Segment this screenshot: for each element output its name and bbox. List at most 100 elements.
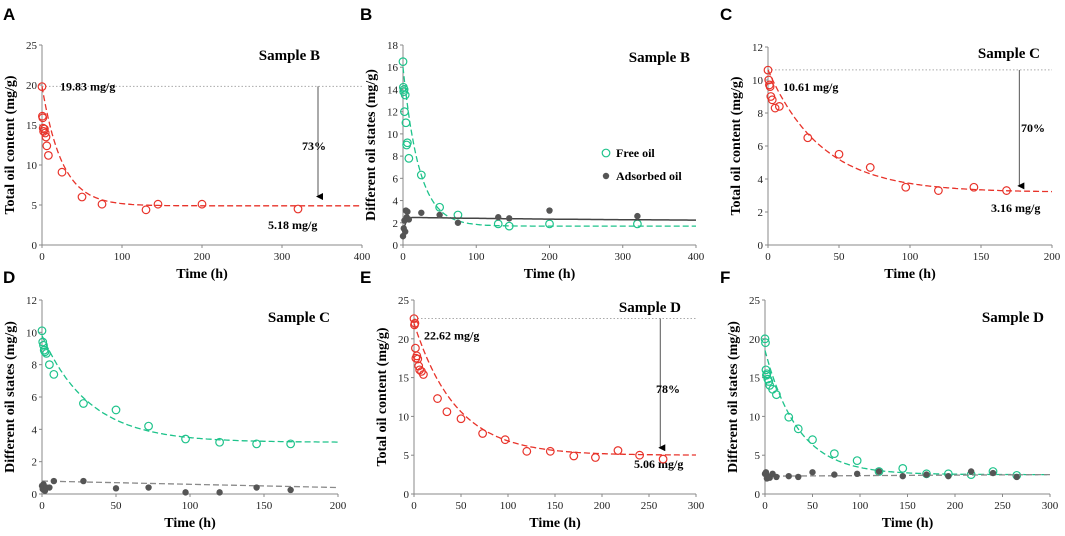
data-point-adsorbed-oil — [875, 468, 883, 475]
data-point-adsorbed-oil — [795, 473, 802, 481]
data-point-total-oil — [545, 446, 555, 456]
y-axis-title: Different oil states (mg/g) — [726, 321, 741, 473]
data-point-adsorbed-oil — [773, 473, 780, 481]
data-point-free-oil — [764, 377, 774, 386]
data-point-adsorbed-oil — [216, 489, 223, 496]
data-point-free-oil — [435, 202, 445, 212]
data-point-total-oil — [569, 451, 579, 461]
data-point-total-oil — [57, 167, 67, 177]
x-axis-title: Time (h) — [529, 516, 581, 531]
x-tick-label: 0 — [39, 500, 45, 512]
fit-curve-adsorbed-oil — [41, 480, 339, 489]
data-point-total-oil — [522, 446, 532, 456]
data-point-total-oil — [834, 149, 844, 159]
data-point-total-oil — [901, 182, 911, 192]
data-point-free-oil — [400, 90, 410, 100]
x-tick-label: 100 — [182, 500, 199, 512]
data-point-total-oil — [77, 192, 87, 202]
data-point-adsorbed-oil — [831, 471, 838, 478]
sample-title: Sample C — [978, 46, 1040, 62]
panel-letter: F — [720, 268, 730, 287]
y-tick-label: 2 — [32, 457, 38, 469]
data-point-free-oil — [215, 437, 225, 447]
data-point-adsorbed-oil — [418, 209, 425, 216]
data-point-total-oil — [613, 446, 623, 455]
sample-title: Sample C — [268, 310, 330, 326]
data-point-adsorbed-oil — [401, 228, 409, 235]
data-point-adsorbed-oil — [967, 468, 975, 475]
final-value-label: 5.18 mg/g — [268, 218, 317, 232]
data-point-free-oil — [493, 219, 503, 229]
sample-title: Sample D — [982, 310, 1044, 326]
x-tick-label: 50 — [807, 500, 819, 512]
y-tick-label: 0 — [32, 489, 38, 501]
fit-curve-free-oil — [41, 335, 338, 443]
x-tick-label: 0 — [39, 251, 45, 263]
data-point-free-oil — [852, 456, 862, 466]
data-point-free-oil — [45, 360, 54, 370]
data-point-free-oil — [761, 338, 770, 348]
data-point-free-oil — [399, 85, 409, 94]
y-tick-label: 10 — [387, 129, 399, 141]
data-point-total-oil — [293, 204, 303, 214]
data-point-total-oil — [456, 414, 466, 424]
data-point-total-oil — [767, 95, 777, 105]
x-tick-label: 50 — [834, 251, 846, 263]
data-point-total-oil — [411, 343, 420, 353]
y-axis-title: Total oil content (mg/g) — [375, 327, 390, 466]
data-point-free-oil — [401, 118, 411, 128]
x-tick-label: 0 — [765, 251, 771, 263]
sample-title: Sample B — [629, 50, 690, 66]
legend-marker — [602, 172, 610, 180]
data-point-adsorbed-oil — [923, 471, 930, 478]
y-axis-title: Different oil states (mg/g) — [364, 69, 379, 221]
y-tick-label: 6 — [32, 392, 38, 404]
x-tick-label: 150 — [547, 500, 564, 512]
data-point-total-oil — [635, 450, 644, 460]
data-point-adsorbed-oil — [989, 469, 997, 477]
data-point-free-oil — [37, 326, 47, 336]
data-point-total-oil — [1002, 186, 1011, 195]
data-point-free-oil — [79, 399, 88, 408]
data-point-total-oil — [42, 141, 52, 151]
data-point-adsorbed-oil — [287, 486, 294, 494]
y-axis-title: Total oil content (mg/g) — [729, 76, 744, 215]
data-point-free-oil — [181, 434, 190, 444]
panel-d: D 0 2 4 6 8 10 12 0 50 100 150 200 Time (h) Different … — [3, 268, 347, 531]
fit-curve-free-oil — [764, 350, 1050, 476]
y-axis-title: Total oil content (mg/g) — [3, 75, 18, 214]
y-tick-label: 4 — [32, 424, 38, 436]
data-point-adsorbed-oil — [785, 472, 792, 480]
data-point-free-oil — [416, 170, 426, 180]
y-tick-label: 5 — [32, 200, 38, 212]
y-tick-label: 15 — [749, 373, 761, 385]
fit-curve-total-oil — [767, 69, 1053, 193]
x-tick-label: 100 — [468, 251, 485, 263]
x-tick-label: 300 — [615, 251, 632, 263]
data-point-adsorbed-oil — [182, 489, 189, 496]
final-value-label: 3.16 mg/g — [991, 201, 1040, 215]
data-point-free-oil — [874, 467, 884, 476]
data-point-adsorbed-oil — [506, 215, 513, 222]
panel-b: B 0 2 4 6 8 10 12 14 16 18 0 100 200 300 400 Time (h) Dif… — [360, 5, 705, 282]
x-tick-label: 100 — [114, 251, 131, 263]
data-point-total-oil — [97, 199, 107, 209]
y-tick-label: 10 — [26, 327, 38, 339]
legend-label: Adsorbed oil — [616, 169, 682, 183]
legend-marker — [601, 148, 611, 158]
y-tick-label: 8 — [32, 360, 38, 372]
data-point-adsorbed-oil — [50, 477, 58, 485]
data-point-free-oil — [784, 412, 794, 422]
x-tick-label: 0 — [400, 251, 406, 263]
x-tick-label: 250 — [994, 500, 1011, 512]
data-point-adsorbed-oil — [112, 485, 120, 492]
data-point-free-oil — [49, 369, 59, 379]
y-tick-label: 0 — [404, 489, 410, 501]
y-tick-label: 8 — [393, 151, 399, 163]
fit-curve-adsorbed-oil — [402, 216, 696, 240]
y-tick-label: 0 — [755, 489, 761, 501]
data-point-adsorbed-oil — [404, 208, 411, 215]
data-point-total-oil — [38, 113, 48, 123]
data-point-free-oil — [39, 340, 48, 350]
